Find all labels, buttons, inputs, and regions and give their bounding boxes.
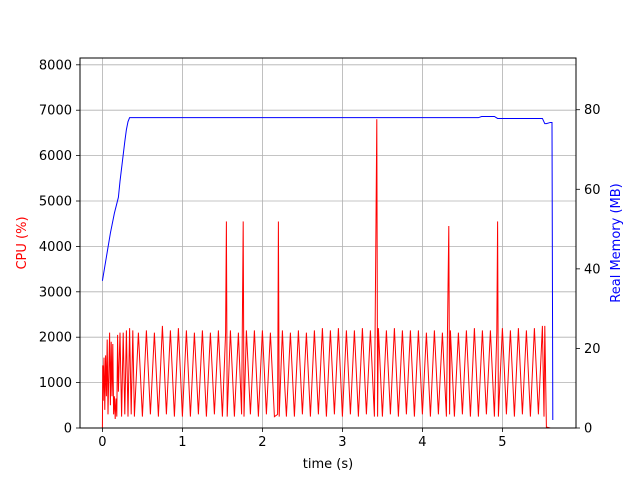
- memory-series: [101, 115, 554, 421]
- x-axis: 0 1 2 3 4 5: [98, 428, 507, 450]
- memory-tick-label: 60: [584, 183, 601, 198]
- memory-axis-label: Real Memory (MB): [609, 183, 624, 302]
- cpu-tick-label: 1000: [39, 376, 72, 391]
- cpu-tick-label: 0: [64, 422, 72, 437]
- plot-frame: [79, 57, 577, 429]
- cpu-tick-label: 2000: [39, 331, 72, 346]
- x-tick-label: 1: [178, 435, 186, 450]
- cpu-tick-label: 3000: [39, 285, 72, 300]
- memory-line: [101, 115, 554, 421]
- cpu-tick-label: 6000: [39, 149, 72, 164]
- x-tick-label: 4: [418, 435, 426, 450]
- cpu-line: [101, 119, 552, 429]
- x-tick-label: 5: [498, 435, 506, 450]
- x-axis-label: time (s): [303, 457, 353, 472]
- memory-tick-label: 40: [584, 262, 601, 277]
- memory-tick-label: 80: [584, 103, 601, 118]
- memory-tick-label: 20: [584, 342, 601, 357]
- x-tick-label: 2: [258, 435, 266, 450]
- cpu-axis: 0 1000 2000 3000 4000 5000 6000 7000 8000: [39, 58, 80, 437]
- cpu-tick-label: 5000: [39, 195, 72, 210]
- x-tick-label: 0: [98, 435, 106, 450]
- cpu-series: [101, 119, 552, 429]
- cpu-axis-label: CPU (%): [15, 216, 30, 269]
- cpu-tick-label: 8000: [39, 58, 72, 73]
- cpu-tick-label: 7000: [39, 104, 72, 119]
- memory-axis: 0 20 40 60 80: [576, 103, 601, 437]
- x-tick-label: 3: [338, 435, 346, 450]
- cpu-tick-label: 4000: [39, 240, 72, 255]
- memory-tick-label: 0: [584, 422, 592, 437]
